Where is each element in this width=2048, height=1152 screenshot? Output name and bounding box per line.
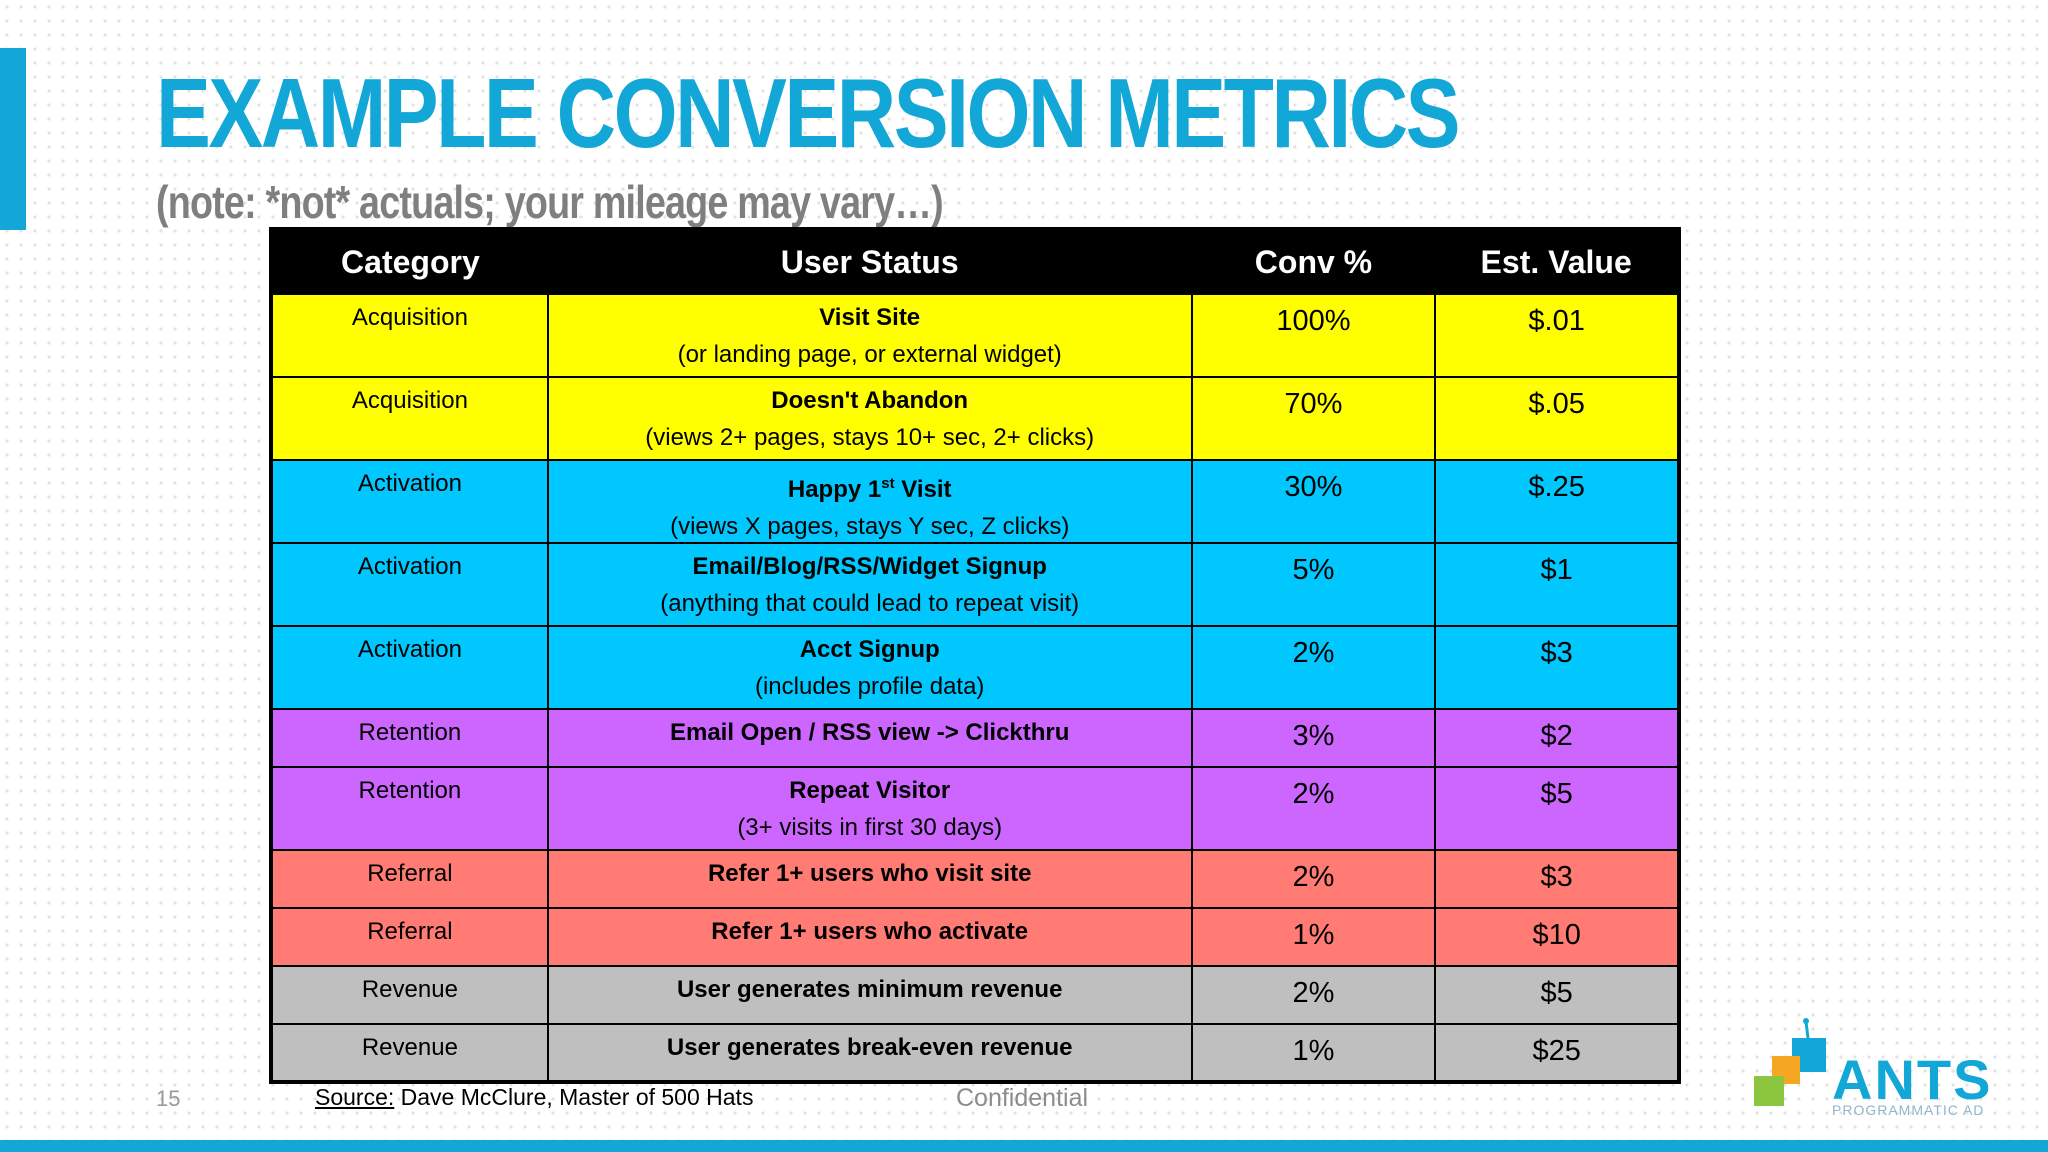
- page-number: 15: [156, 1086, 181, 1111]
- status-detail: (includes profile data): [754, 673, 985, 700]
- logo-tagline: PROGRAMMATIC AD: [1832, 1102, 1985, 1118]
- category-cell: Revenue: [270, 1023, 549, 1083]
- bottom-accent-bar: [0, 1140, 2048, 1152]
- status-name: Happy 1st Visit: [787, 475, 952, 503]
- category-cell: Acquisition: [270, 293, 549, 378]
- category-cell: Referral: [270, 849, 549, 909]
- status-name: Visit Site: [819, 304, 921, 331]
- table-row: Acquisition Doesn't Abandon (views 2+ pa…: [270, 376, 1680, 461]
- conv-cell: 70%: [1190, 376, 1437, 461]
- source-citation: Source: Dave McClure, Master of 500 Hats: [315, 1084, 753, 1111]
- table-row: Retention Email Open / RSS view -> Click…: [270, 708, 1680, 768]
- status-detail: (views 2+ pages, stays 10+ sec, 2+ click…: [645, 424, 1095, 451]
- category-cell: Acquisition: [270, 376, 549, 461]
- table-row: Referral Refer 1+ users who activate 1% …: [270, 907, 1680, 967]
- status-name: Refer 1+ users who activate: [711, 918, 1029, 945]
- status-cell: User generates minimum revenue: [546, 965, 1193, 1025]
- value-cell: $5: [1434, 965, 1680, 1025]
- table-header-row: Category User Status Conv % Est. Value: [271, 229, 1679, 294]
- table-row: Activation Acct Signup (includes profile…: [270, 625, 1680, 710]
- value-cell: $2: [1434, 708, 1680, 768]
- status-detail: (views X pages, stays Y sec, Z clicks): [670, 513, 1070, 540]
- status-cell: Refer 1+ users who activate: [546, 907, 1193, 967]
- value-cell: $3: [1434, 849, 1680, 909]
- logo-wordmark: ANTS: [1832, 1048, 1993, 1111]
- value-cell: $1: [1434, 542, 1680, 627]
- category-cell: Retention: [270, 766, 549, 851]
- status-cell: User generates break-even revenue: [546, 1023, 1193, 1083]
- conv-cell: 5%: [1190, 542, 1437, 627]
- category-cell: Activation: [270, 459, 549, 544]
- confidential-label: Confidential: [956, 1084, 1089, 1112]
- category-cell: Referral: [270, 907, 549, 967]
- table-row: Acquisition Visit Site (or landing page,…: [270, 293, 1680, 378]
- status-name: Acct Signup: [799, 636, 940, 663]
- status-cell: Email/Blog/RSS/Widget Signup (anything t…: [546, 542, 1193, 627]
- value-cell: $.01: [1434, 293, 1680, 378]
- conv-cell: 1%: [1190, 907, 1437, 967]
- category-cell: Revenue: [270, 965, 549, 1025]
- status-detail: (3+ visits in first 30 days): [737, 814, 1003, 841]
- status-name: Email Open / RSS view -> Clickthru: [669, 719, 1070, 746]
- status-name: Email/Blog/RSS/Widget Signup: [692, 553, 1047, 580]
- table-row: Activation Happy 1st Visit (views X page…: [270, 459, 1680, 544]
- value-cell: $.05: [1434, 376, 1680, 461]
- status-name: Refer 1+ users who visit site: [707, 860, 1032, 887]
- table-row: Retention Repeat Visitor (3+ visits in f…: [270, 766, 1680, 851]
- conv-cell: 2%: [1190, 625, 1437, 710]
- slide-subtitle: (note: *not* actuals; your mileage may v…: [156, 176, 944, 228]
- value-cell: $5: [1434, 766, 1680, 851]
- source-label: Source:: [315, 1084, 395, 1110]
- value-cell: $.25: [1434, 459, 1680, 544]
- value-cell: $10: [1434, 907, 1680, 967]
- category-cell: Retention: [270, 708, 549, 768]
- table-row: Revenue User generates break-even revenu…: [270, 1023, 1680, 1083]
- status-name: Repeat Visitor: [789, 777, 951, 804]
- conv-cell: 3%: [1190, 708, 1437, 768]
- conv-cell: 1%: [1190, 1023, 1437, 1083]
- conv-cell: 2%: [1190, 766, 1437, 851]
- status-cell: Refer 1+ users who visit site: [546, 849, 1193, 909]
- status-detail: (or landing page, or external widget): [677, 341, 1062, 368]
- source-text: Dave McClure, Master of 500 Hats: [394, 1084, 754, 1110]
- header-est-value: Est. Value: [1435, 229, 1679, 294]
- header-category: Category: [271, 229, 548, 294]
- status-cell: Acct Signup (includes profile data): [546, 625, 1193, 710]
- colored-squares-logo-icon: [1754, 1018, 1826, 1106]
- status-cell: Repeat Visitor (3+ visits in first 30 da…: [546, 766, 1193, 851]
- value-cell: $25: [1434, 1023, 1680, 1083]
- ants-logo: ANTS PROGRAMMATIC AD: [1748, 1018, 2038, 1118]
- status-name: User generates minimum revenue: [676, 976, 1063, 1003]
- status-detail: (anything that could lead to repeat visi…: [660, 590, 1080, 617]
- category-cell: Activation: [270, 542, 549, 627]
- table-row: Activation Email/Blog/RSS/Widget Signup …: [270, 542, 1680, 627]
- header-user-status: User Status: [547, 229, 1192, 294]
- table-row: Referral Refer 1+ users who visit site 2…: [270, 849, 1680, 909]
- conv-cell: 2%: [1190, 849, 1437, 909]
- slide-title: EXAMPLE CONVERSION METRICS: [156, 58, 1461, 168]
- status-cell: Email Open / RSS view -> Clickthru: [546, 708, 1193, 768]
- conv-cell: 2%: [1190, 965, 1437, 1025]
- category-cell: Activation: [270, 625, 549, 710]
- conv-cell: 30%: [1190, 459, 1437, 544]
- table-row: Revenue User generates minimum revenue 2…: [270, 965, 1680, 1025]
- status-name: Doesn't Abandon: [771, 387, 969, 414]
- status-name: User generates break-even revenue: [666, 1034, 1073, 1061]
- status-cell: Happy 1st Visit (views X pages, stays Y …: [546, 459, 1193, 544]
- accent-bar: [0, 48, 26, 230]
- header-conv-percent: Conv %: [1191, 229, 1436, 294]
- status-cell: Doesn't Abandon (views 2+ pages, stays 1…: [546, 376, 1193, 461]
- conversion-metrics-table: Category User Status Conv % Est. Value A…: [269, 227, 1681, 1084]
- conv-cell: 100%: [1190, 293, 1437, 378]
- status-cell: Visit Site (or landing page, or external…: [546, 293, 1193, 378]
- value-cell: $3: [1434, 625, 1680, 710]
